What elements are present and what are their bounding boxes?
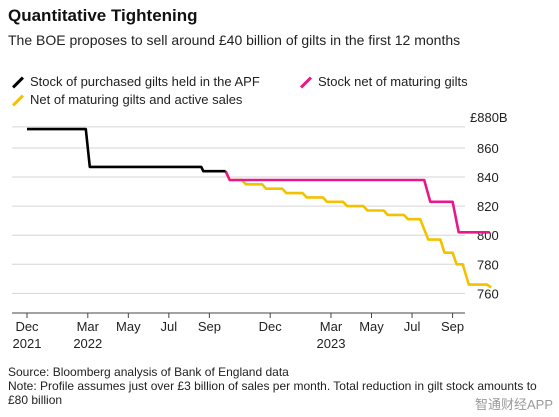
x-tick-year-label-1: 2022 bbox=[73, 336, 102, 351]
x-tick-label-2: May bbox=[116, 319, 141, 334]
series-line-2 bbox=[224, 170, 492, 289]
x-tick-year-label-0: 2021 bbox=[13, 336, 42, 351]
legend-label-apf: Stock of purchased gilts held in the APF bbox=[30, 74, 260, 89]
chart-title: Quantitative Tightening bbox=[8, 6, 198, 25]
x-tick-label-6: Mar bbox=[320, 319, 343, 334]
y-tick-label-840: 840 bbox=[477, 170, 499, 185]
legend-label-net-maturing: Stock net of maturing gilts bbox=[318, 74, 468, 89]
series-line-1 bbox=[224, 170, 490, 234]
x-tick-label-0: Dec bbox=[15, 319, 39, 334]
y-tick-label-800: 800 bbox=[477, 228, 499, 243]
y-tick-label-760: 760 bbox=[477, 286, 499, 301]
x-tick-label-9: Sep bbox=[441, 319, 464, 334]
methodology-note: Note: Profile assumes just over £3 billi… bbox=[8, 379, 537, 407]
x-tick-label-3: Jul bbox=[161, 319, 178, 334]
y-tick-label-820: 820 bbox=[477, 199, 499, 214]
legend-item-active-sales: Net of maturing gilts and active sales bbox=[10, 92, 242, 107]
x-tick-label-7: May bbox=[359, 319, 384, 334]
y-tick-label-860: 860 bbox=[477, 141, 499, 156]
chart-footer: Source: Bloomberg analysis of Bank of En… bbox=[8, 365, 548, 407]
chart-subtitle: The BOE proposes to sell around £40 bill… bbox=[8, 32, 461, 48]
x-tick-label-1: Mar bbox=[77, 319, 100, 334]
watermark-text: 智通财经APP bbox=[474, 397, 553, 412]
x-tick-year-label-6: 2023 bbox=[317, 336, 346, 351]
legend-item-apf: Stock of purchased gilts held in the APF bbox=[10, 74, 260, 89]
y-tick-label-780: 780 bbox=[477, 257, 499, 272]
x-tick-label-5: Dec bbox=[259, 319, 283, 334]
source-note: Source: Bloomberg analysis of Bank of En… bbox=[8, 365, 289, 379]
legend-label-active-sales: Net of maturing gilts and active sales bbox=[30, 92, 243, 107]
x-tick-label-8: Jul bbox=[404, 319, 421, 334]
legend-item-net-maturing: Stock net of maturing gilts bbox=[298, 74, 468, 89]
series-line-0 bbox=[27, 127, 226, 173]
x-tick-label-4: Sep bbox=[198, 319, 221, 334]
y-axis-unit-label: £880B bbox=[470, 110, 508, 125]
